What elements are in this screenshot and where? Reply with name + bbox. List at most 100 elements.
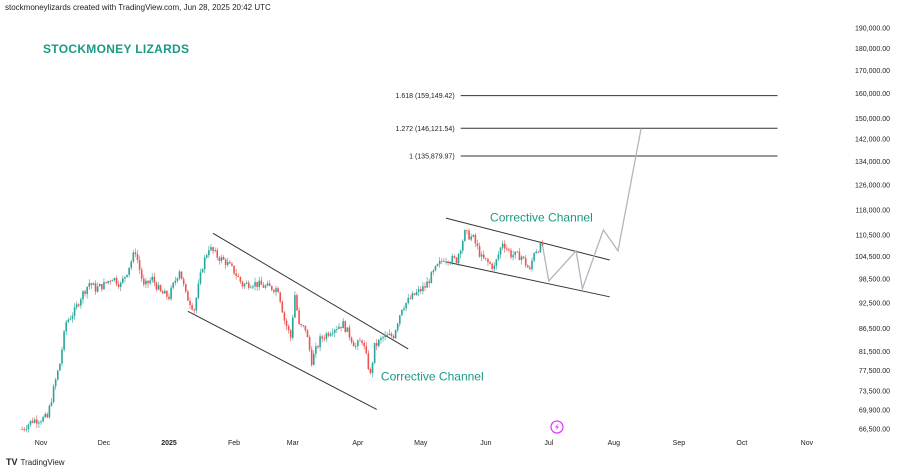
candle[interactable] bbox=[147, 280, 149, 288]
candle[interactable] bbox=[182, 276, 185, 287]
candle[interactable] bbox=[247, 280, 250, 290]
candle[interactable] bbox=[216, 247, 219, 261]
candle[interactable] bbox=[42, 415, 44, 423]
candle[interactable] bbox=[245, 280, 248, 285]
candle[interactable] bbox=[52, 384, 55, 404]
candle[interactable] bbox=[119, 281, 122, 292]
candle[interactable] bbox=[424, 282, 426, 291]
candle[interactable] bbox=[447, 260, 449, 266]
candle[interactable] bbox=[145, 277, 147, 289]
candle[interactable] bbox=[354, 342, 357, 350]
candle[interactable] bbox=[29, 420, 32, 427]
candle[interactable] bbox=[302, 324, 305, 328]
candle[interactable] bbox=[443, 257, 445, 263]
candle[interactable] bbox=[333, 328, 336, 338]
candle[interactable] bbox=[264, 283, 267, 290]
candle[interactable] bbox=[501, 240, 504, 251]
candle[interactable] bbox=[440, 258, 443, 265]
candle[interactable] bbox=[84, 289, 86, 297]
candle[interactable] bbox=[161, 289, 164, 294]
candle[interactable] bbox=[166, 290, 168, 300]
candle[interactable] bbox=[40, 419, 42, 426]
candle[interactable] bbox=[426, 277, 428, 288]
candle[interactable] bbox=[503, 240, 506, 253]
candle[interactable] bbox=[296, 293, 298, 312]
candle[interactable] bbox=[214, 247, 216, 253]
candle[interactable] bbox=[455, 256, 458, 265]
candle[interactable] bbox=[94, 280, 97, 295]
candle[interactable] bbox=[359, 337, 361, 342]
candle[interactable] bbox=[348, 324, 351, 341]
candle[interactable] bbox=[464, 229, 466, 242]
candle[interactable] bbox=[396, 322, 399, 333]
candle[interactable] bbox=[499, 246, 502, 259]
candle[interactable] bbox=[258, 276, 261, 291]
candle[interactable] bbox=[382, 335, 384, 342]
candle[interactable] bbox=[172, 282, 174, 290]
candle[interactable] bbox=[220, 254, 223, 264]
candle[interactable] bbox=[472, 234, 475, 238]
candle[interactable] bbox=[254, 277, 256, 291]
candle[interactable] bbox=[323, 334, 326, 342]
candle[interactable] bbox=[331, 328, 334, 337]
candle[interactable] bbox=[478, 242, 481, 258]
candle[interactable] bbox=[417, 285, 420, 297]
candle[interactable] bbox=[489, 260, 491, 265]
candle[interactable] bbox=[189, 297, 191, 309]
candle[interactable] bbox=[25, 425, 28, 433]
candle[interactable] bbox=[197, 279, 200, 300]
candle[interactable] bbox=[184, 283, 187, 294]
candle[interactable] bbox=[69, 315, 72, 321]
candle[interactable] bbox=[409, 295, 412, 300]
candle[interactable] bbox=[384, 331, 386, 341]
candle[interactable] bbox=[212, 246, 214, 255]
candle[interactable] bbox=[23, 427, 26, 432]
candle[interactable] bbox=[27, 423, 30, 433]
candle[interactable] bbox=[298, 307, 300, 325]
candle[interactable] bbox=[73, 303, 76, 320]
candle[interactable] bbox=[420, 286, 422, 294]
candle[interactable] bbox=[134, 248, 137, 258]
candle[interactable] bbox=[59, 363, 61, 371]
candle[interactable] bbox=[495, 258, 498, 270]
candle[interactable] bbox=[71, 312, 74, 323]
candle[interactable] bbox=[56, 369, 59, 381]
candle[interactable] bbox=[143, 274, 145, 287]
candle[interactable] bbox=[105, 281, 107, 285]
candle[interactable] bbox=[277, 286, 279, 293]
candle[interactable] bbox=[107, 280, 109, 285]
candle[interactable] bbox=[239, 276, 242, 284]
candle[interactable] bbox=[375, 339, 378, 351]
candle[interactable] bbox=[262, 282, 265, 289]
candle[interactable] bbox=[457, 252, 460, 266]
candle[interactable] bbox=[413, 293, 416, 296]
candle[interactable] bbox=[285, 318, 288, 331]
candle[interactable] bbox=[411, 290, 414, 300]
candle[interactable] bbox=[407, 293, 410, 305]
candle[interactable] bbox=[187, 289, 189, 301]
candle[interactable] bbox=[445, 257, 447, 265]
candle[interactable] bbox=[136, 249, 139, 264]
candle[interactable] bbox=[101, 283, 103, 292]
candle[interactable] bbox=[506, 244, 508, 251]
candle[interactable] bbox=[373, 342, 376, 365]
candle[interactable] bbox=[524, 255, 527, 269]
candle[interactable] bbox=[115, 275, 118, 287]
candle[interactable] bbox=[537, 250, 540, 254]
candle[interactable] bbox=[252, 284, 254, 290]
candle[interactable] bbox=[466, 229, 468, 235]
candle[interactable] bbox=[98, 283, 101, 287]
candle[interactable] bbox=[438, 257, 441, 268]
candle[interactable] bbox=[453, 254, 456, 259]
candle[interactable] bbox=[54, 377, 57, 390]
candle[interactable] bbox=[226, 257, 229, 267]
candle[interactable] bbox=[315, 342, 317, 359]
candle[interactable] bbox=[350, 336, 353, 345]
candle[interactable] bbox=[75, 301, 78, 310]
candle[interactable] bbox=[138, 255, 141, 274]
candle[interactable] bbox=[103, 278, 105, 290]
candle[interactable] bbox=[428, 278, 430, 288]
candle[interactable] bbox=[86, 286, 88, 299]
candle[interactable] bbox=[61, 346, 63, 367]
